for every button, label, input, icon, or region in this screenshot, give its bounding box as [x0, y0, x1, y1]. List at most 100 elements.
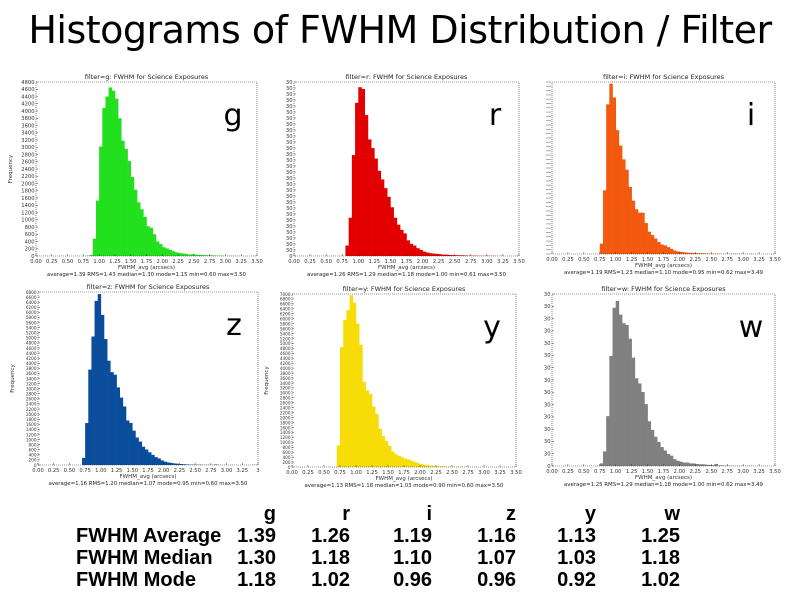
histogram-bar [203, 255, 207, 256]
histogram-bar [152, 234, 157, 256]
x-tick-label: 1.75 [401, 259, 413, 265]
histogram-bar [176, 463, 180, 465]
y-tick-label: 30 [286, 122, 293, 128]
x-tick-label: 1.50 [382, 470, 394, 476]
cell-value: 1.26 [311, 525, 350, 547]
histogram-bar [432, 253, 436, 256]
bars-group [86, 87, 258, 257]
histogram-bar [606, 416, 610, 466]
bars-group [82, 294, 259, 465]
histogram-bar [676, 460, 680, 466]
x-tick-label: 1.75 [398, 470, 410, 476]
x-tick-label: 0.50 [62, 259, 74, 265]
histogram-bar [413, 462, 418, 467]
x-tick-label: 1.50 [127, 468, 139, 474]
histogram-bar [140, 209, 144, 256]
histogram-bar [388, 445, 392, 467]
x-tick-label: 0.00 [30, 259, 42, 265]
y-tick-label: 5000 [26, 336, 37, 341]
y-tick-label: 2600 [26, 397, 37, 402]
y-tick-label: 4200 [280, 361, 291, 366]
y-tick-label: 5400 [26, 325, 37, 330]
y-tick-label: 30 [286, 152, 293, 158]
cell-value: 1.02 [641, 569, 680, 591]
slide-title: Histograms of FWHM Distribution / Filter [28, 8, 772, 52]
histogram-bar [439, 466, 443, 467]
y-tick-label: 4000 [21, 109, 34, 115]
histogram-bar [435, 253, 439, 256]
histogram-bar [688, 252, 693, 254]
cell-value: 0.96 [477, 569, 516, 591]
histogram-bar [212, 255, 217, 256]
histogram-bar [133, 189, 138, 256]
summary-corner [76, 503, 236, 525]
x-tick-label: 0.75 [79, 468, 91, 474]
histogram-bar [685, 252, 690, 254]
y-tick-label: 3000 [280, 391, 291, 396]
y-tick-label: 3800 [26, 366, 37, 371]
histogram-bar [95, 200, 100, 256]
x-tick-label: 1.25 [626, 257, 638, 263]
column-header-y: y [584, 503, 596, 525]
histogram-bar [126, 420, 130, 465]
histogram-bar [606, 104, 610, 254]
cell-value: 1.18 [641, 547, 680, 569]
histogram-bar [362, 381, 366, 467]
y-tick-label: 4200 [21, 102, 34, 108]
x-tick-label: 3 [256, 468, 259, 474]
y-tick-label: 30 [286, 218, 293, 224]
y-tick-label: 1200 [280, 435, 291, 440]
x-tick-label: 1.50 [642, 257, 654, 263]
histogram-bar [367, 139, 372, 256]
x-tick-label: 0.50 [578, 469, 590, 475]
x-tick-label: 2.00 [417, 259, 429, 265]
plot-title: filter=w: FWHM for Science Exposures [601, 285, 726, 293]
histogram-bar [155, 241, 160, 256]
y-tick-label: 3200 [280, 386, 291, 391]
y-tick-label: 30 [544, 390, 551, 396]
y-tick-label: 4200 [26, 356, 37, 361]
bars-group [345, 87, 520, 257]
histogram-bar [647, 421, 652, 466]
histogram-bar [118, 118, 122, 256]
y-tick-label: 4600 [280, 351, 291, 356]
histogram-bar [420, 464, 424, 467]
histogram-bar [416, 248, 420, 256]
y-tick-label: 30 [286, 194, 293, 200]
histogram-bar [209, 255, 214, 256]
y-tick-label: 30 [544, 353, 551, 359]
histogram-bar [669, 248, 674, 254]
x-tick-label: 2.75 [204, 259, 216, 265]
y-tick-label: 1600 [21, 196, 34, 202]
histogram-bar [631, 200, 636, 254]
histogram-bar [394, 454, 398, 467]
histogram-bar [419, 249, 423, 256]
histogram-bar [454, 255, 459, 256]
y-tick-label: 4000 [280, 366, 291, 371]
x-axis-label: FWHM_avg (arcsecs) [378, 265, 435, 271]
histogram-bar [609, 355, 613, 466]
histogram-bar [119, 397, 124, 465]
x-tick-label: 3.50 [769, 257, 781, 263]
histogram-bar [185, 464, 190, 465]
y-tick-label: 4600 [21, 87, 34, 93]
x-tick-label: 0.25 [48, 468, 60, 474]
cell-value: 1.07 [477, 547, 516, 569]
histogram-bar [464, 255, 468, 256]
histogram-bar [423, 464, 427, 467]
y-tick-label: 30 [286, 134, 293, 140]
x-tick-label: 0.50 [320, 259, 332, 265]
y-tick-label: 0 [34, 463, 37, 468]
histogram-bar [100, 314, 105, 465]
histogram-bar [679, 461, 683, 466]
histogram-bar [638, 212, 642, 254]
x-tick-label: 1.75 [142, 468, 154, 474]
y-tick-label: 2200 [280, 410, 291, 415]
x-tick-label: 3.25 [497, 259, 509, 265]
histogram-bar [162, 247, 166, 256]
histogram-bar [178, 253, 182, 256]
y-tick-label: 1800 [21, 189, 34, 195]
x-tick-label: 2.75 [462, 470, 474, 476]
y-tick-label: 6400 [280, 307, 291, 312]
histogram-bar [122, 406, 127, 465]
